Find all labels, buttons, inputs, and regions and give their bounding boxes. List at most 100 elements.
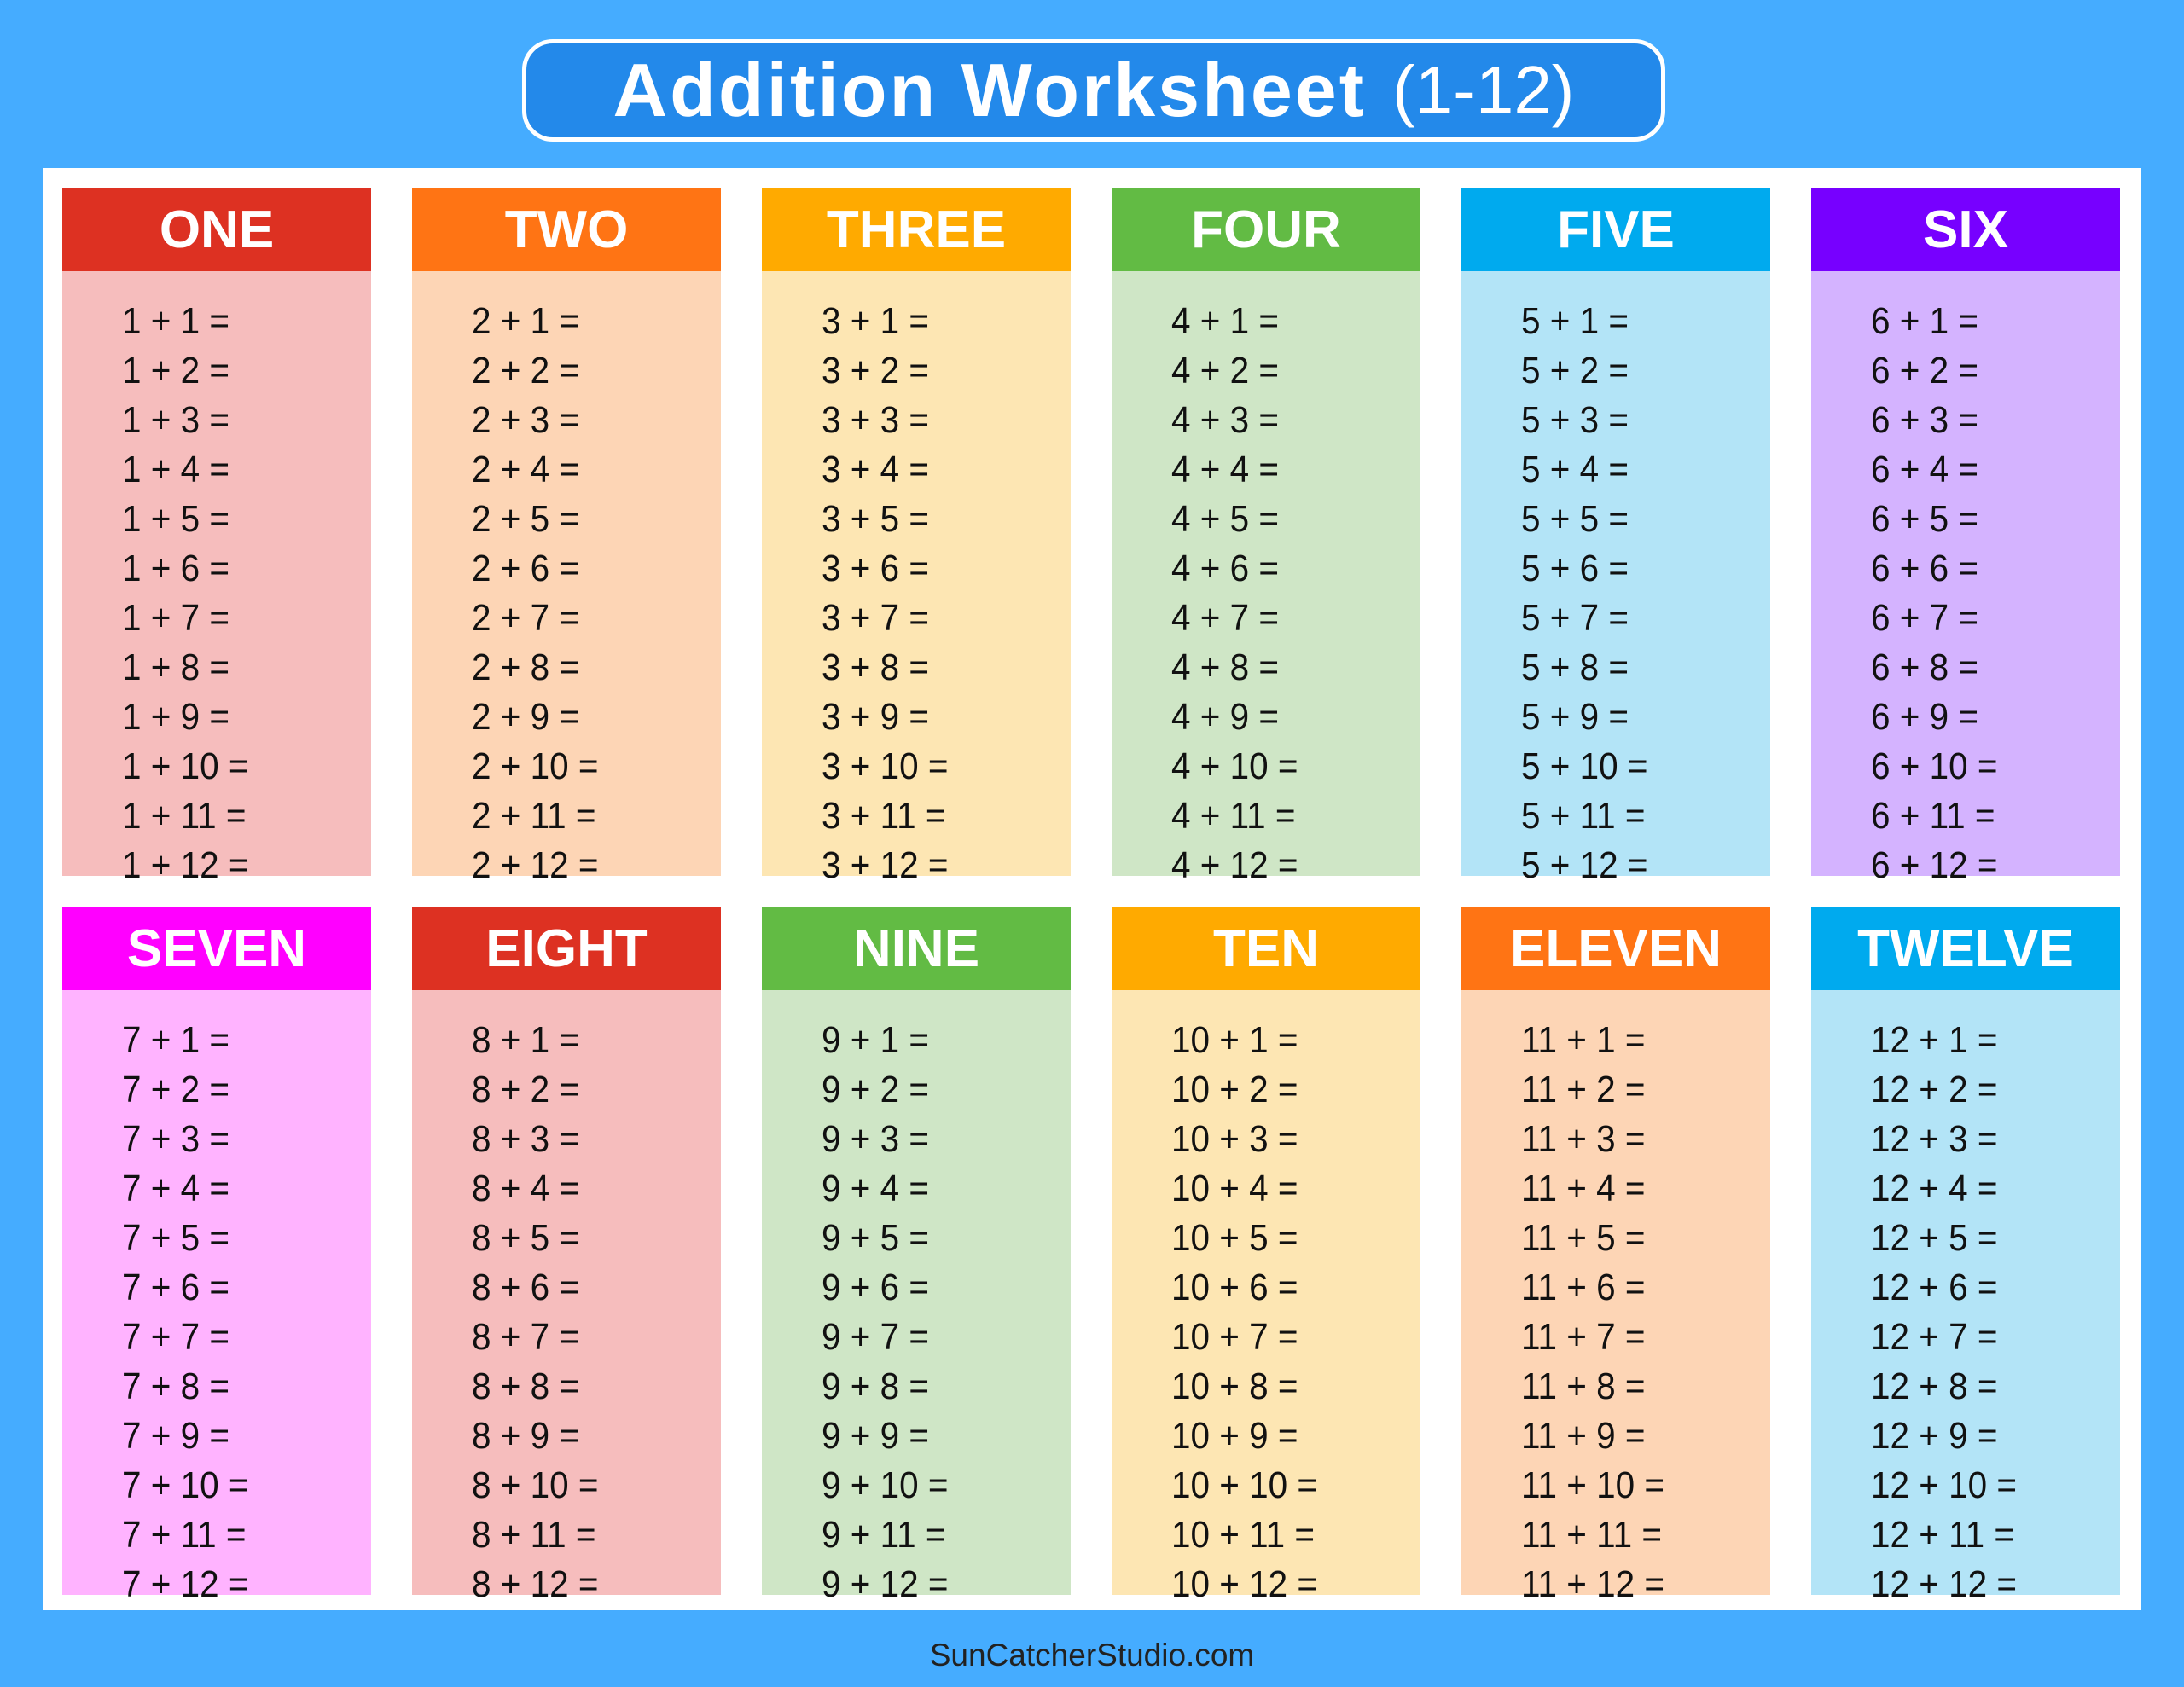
problem-item: 1 + 12 = xyxy=(122,844,249,886)
problem-item: 2 + 9 = xyxy=(472,696,580,738)
problem-item: 4 + 5 = xyxy=(1171,498,1280,540)
problem-item: 8 + 9 = xyxy=(472,1415,580,1457)
problem-item: 5 + 3 = xyxy=(1521,399,1629,441)
problem-item: 10 + 12 = xyxy=(1171,1563,1318,1605)
problem-item: 9 + 10 = xyxy=(822,1464,949,1506)
column-header: NINE xyxy=(762,907,1071,990)
problem-item: 5 + 6 = xyxy=(1521,548,1629,589)
problem-item: 11 + 9 = xyxy=(1521,1415,1646,1457)
problem-item: 2 + 3 = xyxy=(472,399,580,441)
problem-item: 11 + 4 = xyxy=(1521,1168,1646,1209)
problem-item: 3 + 8 = xyxy=(822,646,930,688)
table-column-three: THREE 3 + 1 = 3 + 2 = 3 + 3 = 3 + 4 = 3 + 5 =… xyxy=(762,188,1071,886)
column-header: ONE xyxy=(62,188,371,271)
problem-item: 12 + 10 = xyxy=(1871,1464,2018,1506)
problem-item: 7 + 4 = xyxy=(122,1168,230,1209)
problem-item: 2 + 12 = xyxy=(472,844,599,886)
problem-item: 5 + 11 = xyxy=(1521,795,1646,837)
problem-item: 9 + 1 = xyxy=(822,1019,930,1061)
problem-item: 5 + 5 = xyxy=(1521,498,1629,540)
problem-item: 8 + 4 = xyxy=(472,1168,580,1209)
problem-item: 9 + 5 = xyxy=(822,1217,930,1259)
problem-item: 2 + 1 = xyxy=(472,300,580,342)
table-column-five: FIVE 5 + 1 = 5 + 2 = 5 + 3 = 5 + 4 = 5 + 5 = 5… xyxy=(1461,188,1770,886)
title-text: Addition Worksheet xyxy=(613,48,1368,132)
problem-list: 9 + 1 = 9 + 2 = 9 + 3 = 9 + 4 = 9 + 5 = 9 + 6… xyxy=(762,990,1071,1605)
problem-item: 1 + 2 = xyxy=(122,350,230,391)
column-header: TWO xyxy=(412,188,721,271)
problem-item: 2 + 11 = xyxy=(472,795,596,837)
problem-item: 12 + 12 = xyxy=(1871,1563,2018,1605)
problem-item: 2 + 6 = xyxy=(472,548,580,589)
problem-item: 3 + 9 = xyxy=(822,696,930,738)
problem-item: 4 + 8 = xyxy=(1171,646,1280,688)
problem-item: 1 + 11 = xyxy=(122,795,247,837)
problem-item: 11 + 2 = xyxy=(1521,1069,1646,1110)
problem-item: 6 + 8 = xyxy=(1871,646,1979,688)
column-header: EIGHT xyxy=(412,907,721,990)
table-column-one: ONE 1 + 1 = 1 + 2 = 1 + 3 = 1 + 4 = 1 + 5 = 1 … xyxy=(62,188,371,886)
problem-list: 11 + 1 = 11 + 2 = 11 + 3 = 11 + 4 = 11 + 5 =… xyxy=(1461,990,1770,1605)
problem-item: 5 + 12 = xyxy=(1521,844,1648,886)
problem-item: 4 + 10 = xyxy=(1171,745,1298,787)
problem-item: 10 + 5 = xyxy=(1171,1217,1298,1259)
problem-item: 1 + 6 = xyxy=(122,548,230,589)
problem-item: 5 + 4 = xyxy=(1521,449,1629,490)
problem-item: 9 + 12 = xyxy=(822,1563,949,1605)
problem-item: 5 + 10 = xyxy=(1521,745,1648,787)
problem-item: 12 + 9 = xyxy=(1871,1415,1998,1457)
column-header: TEN xyxy=(1112,907,1420,990)
problem-item: 12 + 4 = xyxy=(1871,1168,1998,1209)
problem-item: 8 + 1 = xyxy=(472,1019,580,1061)
worksheet-panel: ONE 1 + 1 = 1 + 2 = 1 + 3 = 1 + 4 = 1 + 5 = 1 … xyxy=(43,168,2141,1610)
problem-item: 2 + 5 = xyxy=(472,498,580,540)
problem-item: 5 + 8 = xyxy=(1521,646,1629,688)
problem-item: 7 + 1 = xyxy=(122,1019,230,1061)
problem-item: 4 + 1 = xyxy=(1171,300,1280,342)
problem-item: 1 + 8 = xyxy=(122,646,230,688)
problem-item: 8 + 10 = xyxy=(472,1464,599,1506)
problem-item: 3 + 12 = xyxy=(822,844,949,886)
problem-item: 1 + 4 = xyxy=(122,449,230,490)
problem-item: 6 + 9 = xyxy=(1871,696,1979,738)
problem-list: 8 + 1 = 8 + 2 = 8 + 3 = 8 + 4 = 8 + 5 = 8 + 6… xyxy=(412,990,721,1605)
problem-item: 4 + 3 = xyxy=(1171,399,1280,441)
title-banner: Addition Worksheet (1-12) xyxy=(522,39,1665,142)
problem-item: 12 + 1 = xyxy=(1871,1019,1998,1061)
problem-item: 6 + 5 = xyxy=(1871,498,1979,540)
problem-item: 5 + 7 = xyxy=(1521,597,1629,639)
problem-item: 6 + 3 = xyxy=(1871,399,1979,441)
problem-list: 1 + 1 = 1 + 2 = 1 + 3 = 1 + 4 = 1 + 5 = 1 + 6… xyxy=(62,271,371,886)
problem-item: 3 + 2 = xyxy=(822,350,930,391)
problem-item: 10 + 2 = xyxy=(1171,1069,1298,1110)
column-header: THREE xyxy=(762,188,1071,271)
problem-item: 3 + 3 = xyxy=(822,399,930,441)
column-header: FOUR xyxy=(1112,188,1420,271)
problem-item: 9 + 9 = xyxy=(822,1415,930,1457)
problem-item: 10 + 6 = xyxy=(1171,1267,1298,1308)
problem-item: 9 + 11 = xyxy=(822,1514,946,1556)
column-header: TWELVE xyxy=(1811,907,2120,990)
problem-item: 10 + 9 = xyxy=(1171,1415,1298,1457)
problem-list: 3 + 1 = 3 + 2 = 3 + 3 = 3 + 4 = 3 + 5 = 3 + 6… xyxy=(762,271,1071,886)
problem-item: 8 + 12 = xyxy=(472,1563,599,1605)
problem-item: 5 + 9 = xyxy=(1521,696,1629,738)
problem-list: 12 + 1 = 12 + 2 = 12 + 3 = 12 + 4 = 12 + 5 =… xyxy=(1811,990,2120,1605)
problem-item: 10 + 1 = xyxy=(1171,1019,1298,1061)
problem-item: 9 + 7 = xyxy=(822,1316,930,1358)
problem-item: 10 + 4 = xyxy=(1171,1168,1298,1209)
problem-item: 11 + 6 = xyxy=(1521,1267,1646,1308)
problem-item: 7 + 6 = xyxy=(122,1267,230,1308)
problem-item: 3 + 4 = xyxy=(822,449,930,490)
problem-item: 8 + 8 = xyxy=(472,1365,580,1407)
column-header: SIX xyxy=(1811,188,2120,271)
problem-item: 6 + 1 = xyxy=(1871,300,1979,342)
problem-list: 7 + 1 = 7 + 2 = 7 + 3 = 7 + 4 = 7 + 5 = 7 + 6… xyxy=(62,990,371,1605)
table-column-six: SIX 6 + 1 = 6 + 2 = 6 + 3 = 6 + 4 = 6 + 5 = 6 … xyxy=(1811,188,2120,886)
problem-item: 6 + 12 = xyxy=(1871,844,1998,886)
problem-item: 3 + 11 = xyxy=(822,795,946,837)
problem-item: 8 + 3 = xyxy=(472,1118,580,1160)
problem-item: 4 + 12 = xyxy=(1171,844,1298,886)
table-column-eleven: ELEVEN 11 + 1 = 11 + 2 = 11 + 3 = 11 + 4 = 11… xyxy=(1461,907,1770,1605)
problem-item: 8 + 6 = xyxy=(472,1267,580,1308)
